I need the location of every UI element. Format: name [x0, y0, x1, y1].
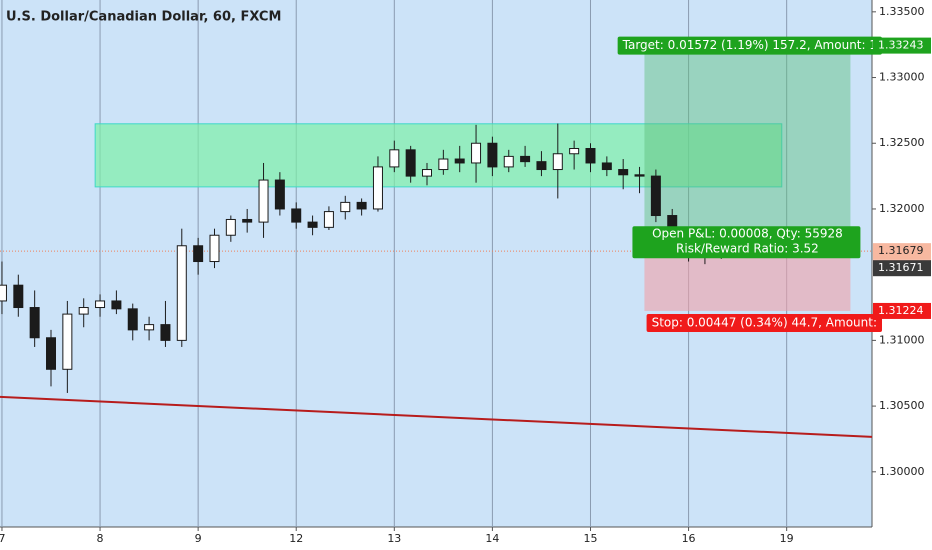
candle-body [340, 201, 351, 213]
candle-body [585, 148, 596, 164]
pnl-box: Open P&L: 0.00008, Qty: 55928Risk/Reward… [632, 226, 861, 259]
candle-body [503, 155, 514, 168]
candle-body [144, 324, 155, 331]
candle-body [552, 153, 563, 171]
x-tick-label: 16 [682, 532, 696, 545]
candle-body [520, 155, 531, 163]
position-label: Stop: 0.00447 (0.34%) 44.7, Amount: [646, 313, 882, 332]
candle-body [471, 142, 482, 164]
candle-body [634, 174, 645, 177]
candle-body [127, 308, 138, 331]
candle-body [291, 208, 302, 223]
candle-body [111, 300, 122, 310]
candle-body [242, 218, 253, 223]
label-text: Stop: 0.00447 (0.34%) 44.7, Amount: [652, 315, 877, 329]
price-badge-label: 1.31671 [878, 261, 924, 274]
profit-zone [644, 45, 851, 253]
candle-body [601, 162, 612, 171]
y-tick-label: 1.30000 [879, 465, 925, 478]
candle-body [569, 148, 580, 155]
x-tick-label: 13 [387, 532, 401, 545]
y-tick-label: 1.32500 [879, 136, 925, 149]
y-tick-label: 1.32000 [879, 202, 925, 215]
position-label: Target: 0.01572 (1.19%) 157.2, Amount: 1 [617, 36, 882, 55]
candle-body [193, 245, 204, 263]
candle-body [29, 307, 40, 339]
y-tick-label: 1.33000 [879, 71, 925, 84]
price-badge [873, 260, 931, 277]
price-badge-label: 1.31224 [878, 304, 924, 317]
plot [0, 0, 872, 527]
candle-body [618, 169, 629, 176]
candle-body [323, 211, 334, 228]
candle-body [389, 149, 400, 168]
axes: 7 8 9 12 13 14 15 16 19 1.33500 1.33000 1.32500 1.32… [0, 5, 925, 545]
candle-body [46, 337, 57, 370]
y-tick-label: 1.31000 [879, 333, 925, 346]
x-tick-label: 19 [780, 532, 794, 545]
price-badge [873, 302, 931, 319]
label-text: Target: 0.01572 (1.19%) 157.2, Amount: 1 [622, 38, 877, 52]
y-tick-label: 1.33500 [879, 5, 925, 18]
candle-body [422, 169, 433, 177]
trend-line [0, 395, 872, 438]
candle-body [274, 179, 285, 210]
candle-body [307, 221, 318, 228]
candle-body [13, 284, 24, 309]
x-tick-label: 8 [97, 532, 104, 545]
time-axis [0, 527, 872, 550]
candle-body [454, 158, 465, 164]
price-badge-label: 1.33243 [878, 39, 924, 52]
candle-body [405, 149, 416, 177]
x-tick-label: 14 [485, 532, 499, 545]
y-tick-label: 1.30500 [879, 399, 925, 412]
candle-body [209, 234, 220, 263]
candle-body [78, 307, 89, 315]
pnl-label: Open P&L: 0.00008, Qty: 55928 [652, 227, 843, 241]
candle-body [372, 166, 383, 210]
x-tick-label: 9 [195, 532, 202, 545]
loss-zone [644, 252, 851, 311]
zone [94, 123, 783, 188]
chart-title: U.S. Dollar/Canadian Dollar, 60, FXCM [6, 10, 281, 25]
candle-body [0, 284, 7, 302]
candle-body [95, 300, 106, 309]
label-box [632, 226, 861, 259]
candle-body [62, 313, 73, 370]
label-box [646, 313, 882, 332]
ratio-label: Risk/Reward Ratio: 3.52 [676, 242, 819, 256]
candle-body [536, 161, 547, 171]
price-badge [873, 37, 931, 54]
candle-body [176, 245, 187, 341]
x-tick-label: 12 [289, 532, 303, 545]
candle-body [650, 175, 661, 217]
candle-body [356, 201, 367, 210]
price-badge [873, 243, 931, 260]
price-badge-label: 1.31679 [878, 244, 924, 257]
candle-body [258, 179, 269, 223]
x-tick-label: 15 [583, 532, 597, 545]
label-box [617, 36, 882, 55]
candle-body [225, 218, 236, 236]
x-tick-label: 7 [0, 532, 5, 545]
candle-body [160, 324, 171, 341]
candle-body [438, 158, 449, 171]
candle-body [487, 142, 498, 168]
